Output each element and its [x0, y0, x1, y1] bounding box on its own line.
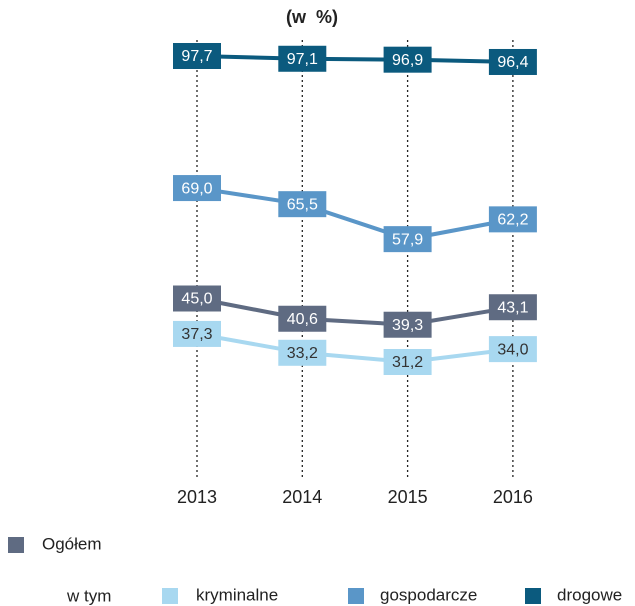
- series-line: [196, 331, 514, 365]
- data-label: 45,0: [181, 291, 212, 308]
- value-box: [173, 285, 221, 312]
- value-box: [278, 191, 327, 218]
- data-label: 96,4: [497, 54, 528, 71]
- data-label: 39,3: [392, 317, 423, 334]
- value-box: [488, 294, 537, 321]
- data-label: 33,2: [287, 345, 318, 362]
- series-line: [196, 54, 513, 64]
- legend-swatch: [8, 537, 24, 553]
- value-box: [488, 336, 537, 363]
- x-tick-label: 2016: [493, 487, 533, 507]
- data-label: 65,5: [287, 196, 318, 213]
- value-box: [278, 305, 327, 332]
- series-line: [196, 296, 514, 327]
- legend-label: drogowe: [557, 585, 622, 604]
- data-label: 96,9: [392, 52, 423, 69]
- data-label: 37,3: [181, 326, 212, 343]
- value-box: [488, 206, 537, 233]
- legend-swatch: [348, 588, 364, 604]
- data-label: 40,6: [287, 311, 318, 328]
- data-label: 57,9: [392, 231, 423, 248]
- legend-swatch: [162, 588, 178, 604]
- chart-title: (w %): [286, 7, 338, 27]
- value-box: [383, 349, 432, 375]
- data-label: 69,0: [181, 180, 212, 197]
- value-box: [488, 48, 537, 75]
- value-box: [173, 320, 221, 347]
- legend-label: Ogółem: [42, 534, 102, 553]
- legend-label: kryminalne: [196, 585, 278, 604]
- data-label: 31,2: [392, 354, 423, 371]
- legend-note: w tym: [66, 586, 111, 605]
- value-box: [173, 175, 221, 202]
- value-box: [383, 311, 432, 338]
- legend-swatch: [525, 588, 541, 604]
- legend-label: gospodarcze: [380, 585, 477, 604]
- value-box: [278, 339, 327, 366]
- data-label: 97,1: [287, 51, 318, 68]
- series-line: [196, 186, 514, 242]
- x-tick-label: 2013: [177, 487, 217, 507]
- data-label: 43,1: [497, 299, 528, 316]
- value-box: [383, 226, 432, 253]
- data-label: 62,2: [497, 212, 528, 229]
- value-box: [173, 43, 221, 69]
- data-label: 34,0: [497, 341, 528, 358]
- value-box: [383, 46, 432, 73]
- x-tick-label: 2014: [282, 487, 322, 507]
- x-tick-label: 2015: [388, 487, 428, 507]
- data-label: 97,7: [181, 48, 212, 65]
- value-box: [278, 45, 327, 72]
